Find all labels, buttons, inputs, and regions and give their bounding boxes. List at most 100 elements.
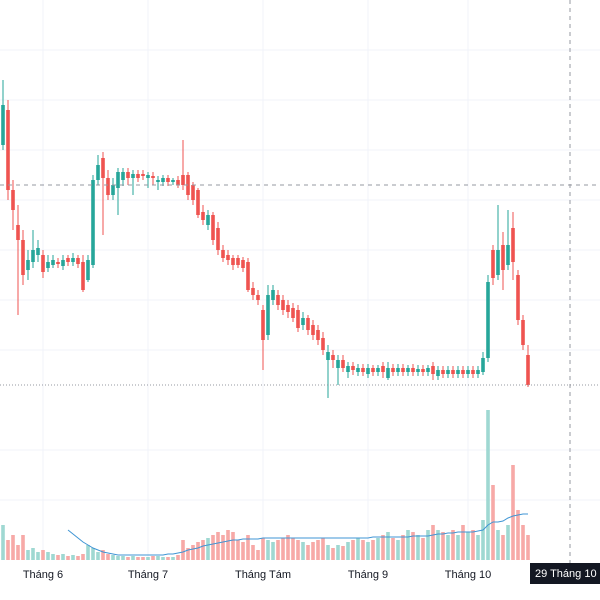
candle-body <box>171 180 175 182</box>
volume-bar <box>71 555 75 560</box>
volume-bar <box>331 548 335 560</box>
candle-body <box>16 225 20 240</box>
candle-body <box>516 275 520 320</box>
volume-bar <box>141 557 145 560</box>
candle-body <box>6 110 10 190</box>
candle-body <box>206 215 210 225</box>
volume-bar <box>526 535 530 560</box>
candle-body <box>436 370 440 376</box>
volume-bar <box>181 540 185 560</box>
candle-body <box>511 228 515 262</box>
candle-body <box>271 290 275 300</box>
candle-body <box>416 369 420 372</box>
candle-body <box>381 366 385 372</box>
candle-body <box>141 174 145 176</box>
volume-bar <box>111 555 115 560</box>
volume-bar <box>476 535 480 560</box>
volume-bar <box>426 530 430 560</box>
volume-bar <box>401 535 405 560</box>
volume-bar <box>236 540 240 560</box>
volume-bar <box>231 532 235 560</box>
candle-body <box>311 325 315 335</box>
candle-body <box>431 366 435 374</box>
volume-bar <box>216 532 220 560</box>
volume-bar <box>381 535 385 560</box>
volume-bar <box>446 535 450 560</box>
x-tick-label: Tháng 7 <box>128 569 168 581</box>
candle-body <box>376 368 380 372</box>
candle-body <box>276 295 280 305</box>
candle-body <box>261 310 265 340</box>
volume-bar <box>211 535 215 560</box>
volume-bar <box>346 542 350 560</box>
candle-body <box>236 258 240 265</box>
candle-body <box>466 370 470 374</box>
volume-bar <box>421 538 425 560</box>
candle-body <box>326 352 330 360</box>
crosshair-label: 29 Tháng 10 '2 <box>535 568 600 580</box>
volume-bar <box>451 530 455 560</box>
candle-body <box>386 368 390 378</box>
volume-bar <box>221 535 225 560</box>
volume-bar <box>516 510 520 560</box>
volume-bar <box>101 550 105 560</box>
candle-body <box>136 174 140 178</box>
candle-body <box>201 212 205 220</box>
candle-body <box>406 368 410 372</box>
volume-bar <box>121 556 125 560</box>
candle-body <box>496 250 500 275</box>
candle-body <box>251 288 255 295</box>
candle-body <box>161 178 165 182</box>
volume-bar <box>386 532 390 560</box>
volume-bar <box>291 538 295 560</box>
volume-bar <box>206 538 210 560</box>
candle-body <box>446 370 450 374</box>
candle-body <box>111 185 115 195</box>
candle-body <box>426 368 430 372</box>
candle-body <box>56 262 60 264</box>
volume-bar <box>11 535 15 560</box>
candle-body <box>321 338 325 350</box>
candle-body <box>231 258 235 265</box>
candle-body <box>196 190 200 215</box>
volume-bar <box>21 535 25 560</box>
candle-body <box>281 300 285 310</box>
candle-body <box>241 260 245 268</box>
candle-body <box>476 370 480 374</box>
candle-body <box>296 310 300 328</box>
volume-bar <box>26 550 30 560</box>
volume-bar <box>241 542 245 560</box>
candle-body <box>526 355 530 385</box>
volume-bar <box>471 530 475 560</box>
volume-bar <box>91 548 95 560</box>
candle-body <box>421 369 425 372</box>
volume-bar <box>256 550 260 560</box>
volume-bar <box>306 545 310 560</box>
candle-body <box>11 190 15 210</box>
candle-body <box>341 360 345 368</box>
candle-body <box>396 368 400 372</box>
candle-body <box>221 250 225 258</box>
volume-bar <box>441 532 445 560</box>
candle-body <box>351 366 355 370</box>
volume-bar <box>1 525 5 560</box>
volume-bar <box>286 535 290 560</box>
volume-bar <box>41 550 45 560</box>
candle-body <box>226 255 230 260</box>
volume-bar <box>296 540 300 560</box>
candle-body <box>81 262 85 290</box>
volume-bar <box>301 542 305 560</box>
volume-bar <box>316 540 320 560</box>
crosshair-label-box <box>530 563 600 584</box>
volume-bar <box>51 554 55 560</box>
volume-bar <box>151 556 155 560</box>
candle-body <box>71 258 75 262</box>
candle-body <box>501 245 505 270</box>
volume-ma-line <box>67 513 528 556</box>
candle-body <box>91 180 95 265</box>
candle-body <box>441 370 445 374</box>
volume-bar <box>16 545 20 560</box>
candle-body <box>451 370 455 374</box>
candle-body <box>301 318 305 325</box>
